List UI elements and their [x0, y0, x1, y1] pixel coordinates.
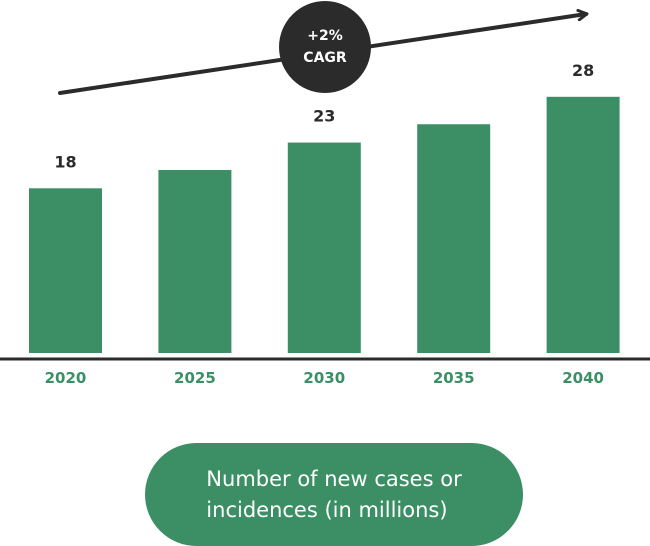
- caption-text: Number of new cases or incidences (in mi…: [206, 466, 462, 522]
- data-label-2040: 28: [572, 61, 594, 80]
- cagr-badge-line2: CAGR: [303, 50, 347, 66]
- data-label-2030: 23: [313, 107, 335, 126]
- x-tick-label-2025: 2025: [174, 369, 216, 387]
- bar-2040: [546, 96, 620, 354]
- data-label-2020: 18: [54, 152, 76, 171]
- cagr-badge-line1: +2%: [307, 28, 343, 44]
- labels-group: 2020 18 2025 2030 23 2035 2040 28: [45, 61, 604, 387]
- x-tick-label-2030: 2030: [303, 369, 345, 387]
- cagr-badge: +2% CAGR: [279, 1, 371, 93]
- bar-2020: [29, 188, 102, 353]
- bar-2035: [417, 124, 491, 353]
- x-tick-label-2040: 2040: [562, 369, 604, 387]
- bar-chart: +2% CAGR 2020 18 2025 2030 23 2035 2040 28: [0, 1, 650, 387]
- bar-2025: [158, 170, 232, 353]
- bar-2030: [287, 142, 361, 353]
- x-tick-label-2035: 2035: [433, 369, 475, 387]
- bars-group: [29, 96, 620, 354]
- cagr-badge-circle: [279, 1, 371, 93]
- caption-pill: Number of new cases or incidences (in mi…: [145, 443, 523, 546]
- x-tick-label-2020: 2020: [45, 369, 87, 387]
